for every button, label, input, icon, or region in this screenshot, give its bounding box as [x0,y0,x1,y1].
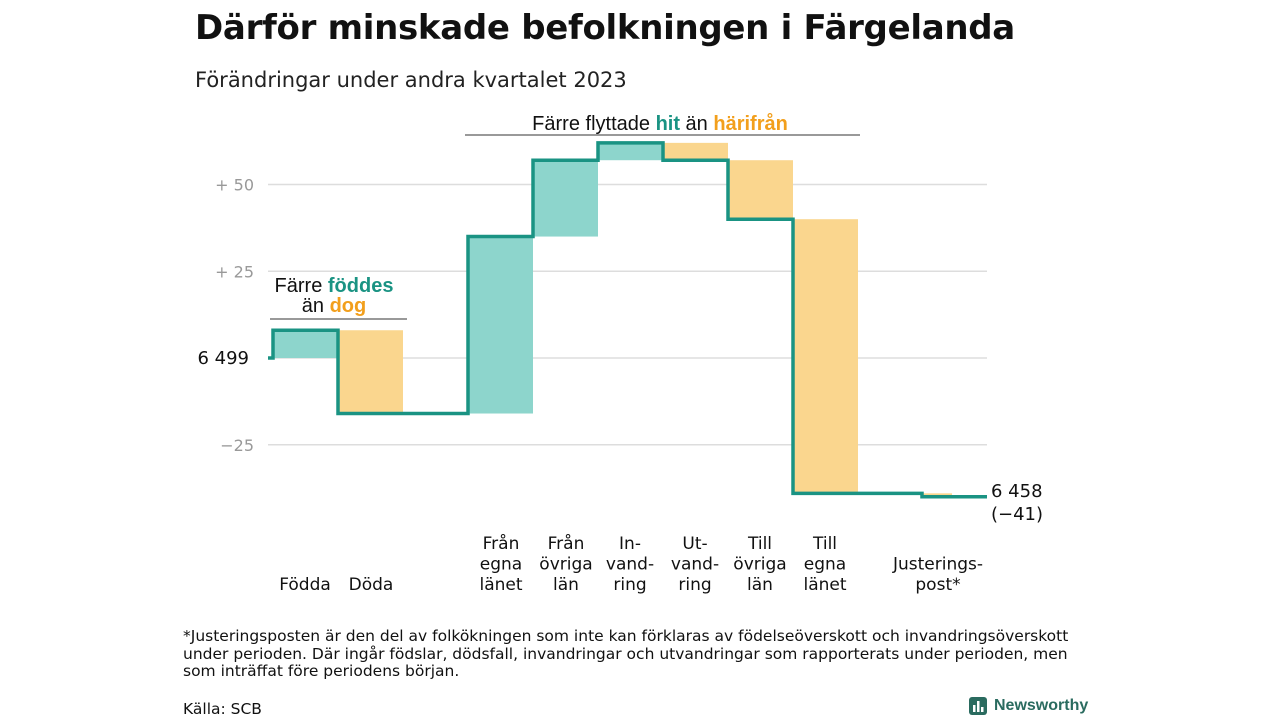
chart-subtitle: Förändringar under andra kvartalet 2023 [195,68,627,92]
category-label: Döda [349,575,394,595]
annotation-migration-part: härifrån [713,112,787,135]
category-label: övriga [733,555,786,575]
category-label: Ut- [682,534,707,554]
category-label: län [747,575,773,595]
y-tick-label: −25 [220,436,254,455]
bar-outflow [793,219,858,494]
newsworthy-icon [969,697,987,715]
end-value-label: (−41) [991,504,1043,525]
bar-inflow [533,160,598,237]
category-label: länet [479,575,522,595]
category-label: ring [678,575,711,595]
category-label: Till [812,534,837,554]
category-label: Justerings- [892,555,983,575]
category-label: vand- [606,555,654,575]
brand-name: Newsworthy [994,697,1089,714]
bar-outflow [663,142,728,161]
y-tick-label: + 50 [215,176,254,195]
newsworthy-logo: Newsworthy [968,696,1088,716]
category-label: post* [915,575,960,595]
category-label: län [553,575,579,595]
category-label: länet [803,575,846,595]
start-value-label: 6 499 [197,348,249,369]
category-label: vand- [671,555,719,575]
bar-outflow [728,160,793,220]
category-label: övriga [539,555,592,575]
annotation-births-line2-part: än [302,295,330,317]
category-label: ring [613,575,646,595]
step-line [268,141,987,499]
annotation-births-line1-part: föddes [328,275,394,297]
annotation-births-line2-part: dog [330,295,367,317]
y-tick-label: + 25 [215,262,254,281]
end-value-label: 6 458 [991,481,1043,502]
annotation-births-line1-part: Färre [275,275,328,297]
footnote: *Justeringsposten är den del av folkökni… [183,627,1069,680]
source-label: Källa: SCB [183,700,262,718]
category-label: Från [548,533,585,554]
annotation-migration-part: Färre flyttade [532,113,655,135]
category-label: In- [619,534,641,554]
annotation-migration-part: hit [656,113,681,135]
annotation-births-line2: än dog [302,295,366,317]
category-label: egna [480,555,522,575]
category-label: Till [747,534,772,554]
category-label: Födda [279,575,331,595]
chart-title: Därför minskade befolkningen i Färgeland… [195,8,1015,48]
annotation-migration: Färre flyttade hit än härifrån [532,112,788,135]
bar-inflow [273,330,338,358]
annotation-migration-part: än [680,113,713,135]
annotation-births-line1: Färre föddes [275,275,394,297]
bar-inflow [468,236,533,414]
category-label: Från [483,533,520,554]
bar-inflow [598,142,663,161]
bar-outflow [338,330,403,414]
category-label: egna [804,555,846,575]
